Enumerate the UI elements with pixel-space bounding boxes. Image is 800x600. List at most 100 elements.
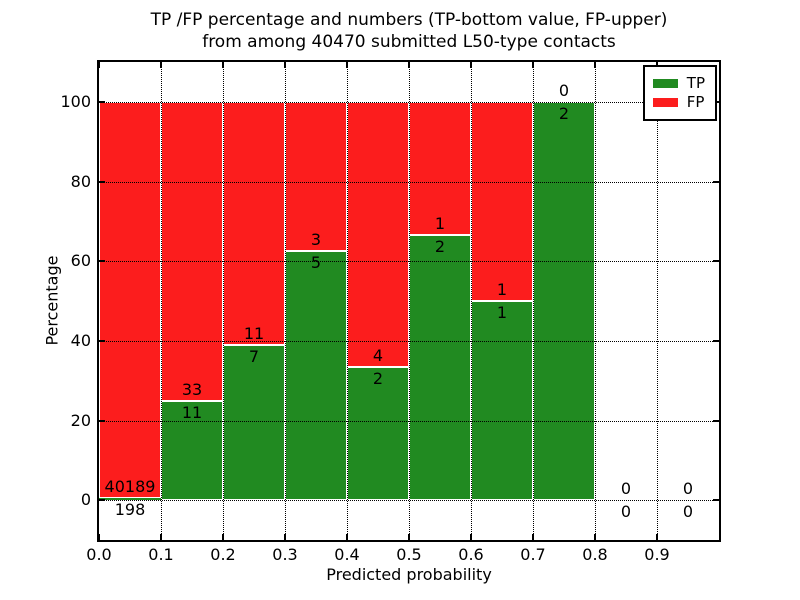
legend-entry: FP: [652, 93, 705, 111]
x-tick-mark: [98, 62, 100, 68]
x-tick-mark: [532, 534, 534, 540]
fp-count-label: 1: [496, 280, 508, 299]
x-tick-mark: [346, 62, 348, 68]
x-tick-label: 0.5: [396, 545, 422, 564]
tp-count-label: 1: [496, 303, 508, 322]
x-tick-mark: [594, 62, 596, 68]
bar-segment-fp: [471, 101, 533, 301]
x-tick-mark: [160, 62, 162, 68]
bar-segment-tp: [409, 234, 471, 501]
x-gridline: [285, 62, 286, 540]
y-axis-label: Percentage: [42, 255, 62, 346]
x-tick-mark: [656, 534, 658, 540]
fp-count-label: 3: [310, 230, 322, 250]
legend-label: TP: [686, 74, 705, 92]
bar-segment-tp: [99, 498, 161, 501]
x-tick-label: 0.6: [458, 545, 484, 564]
chart-title-line2: from among 40470 submitted L50-type cont…: [202, 32, 616, 52]
y-tick-mark: [713, 499, 719, 502]
bar-segment-tp: [533, 101, 595, 501]
tp-count-label: 2: [372, 369, 384, 389]
x-tick-mark: [594, 534, 596, 540]
y-tick-label: 0: [80, 490, 91, 510]
tp-count-label: 2: [434, 236, 446, 256]
x-tick-label: 0.4: [334, 545, 360, 564]
x-tick-mark: [98, 534, 100, 540]
x-tick-mark: [222, 62, 224, 68]
x-gridline: [161, 62, 162, 540]
bar-segment-fp: [347, 101, 409, 368]
fp-count-label: 40189: [104, 477, 156, 497]
x-gridline: [533, 62, 534, 540]
x-tick-mark: [346, 534, 348, 540]
fp-legend-swatch: [652, 98, 678, 107]
tp-count-label: 0: [620, 502, 632, 522]
x-tick-label: 0.0: [86, 545, 112, 564]
x-axis-label: Predicted probability: [326, 565, 492, 584]
y-tick-label: 20: [70, 410, 91, 430]
x-gridline: [409, 62, 410, 540]
y-tick-mark: [99, 100, 105, 103]
x-tick-mark: [470, 534, 472, 540]
x-gridline: [223, 62, 224, 540]
y-tick-label: 100: [60, 91, 91, 111]
y-tick-mark: [99, 260, 105, 263]
y-tick-mark: [713, 339, 719, 342]
fp-count-label: 11: [243, 324, 265, 344]
y-tick-label: 80: [70, 171, 91, 191]
x-tick-label: 0.9: [644, 545, 670, 564]
y-tick-mark: [713, 180, 719, 183]
x-gridline: [347, 62, 348, 540]
bar-segment-tp: [285, 251, 347, 501]
y-tick-mark: [713, 419, 719, 422]
y-tick-mark: [99, 339, 105, 342]
tp-count-label: 198: [114, 500, 146, 520]
y-tick-mark: [99, 180, 105, 183]
bar-segment-tp: [347, 367, 409, 501]
tp-count-label: 2: [558, 103, 570, 123]
bar-segment-tp: [223, 345, 285, 501]
y-tick-label: 60: [70, 251, 91, 271]
tp-count-label: 11: [181, 402, 203, 422]
x-tick-label: 0.7: [520, 545, 546, 564]
tp-count-label: 0: [682, 502, 694, 522]
fp-count-label: 4: [372, 346, 384, 366]
legend-label: FP: [686, 93, 705, 111]
tp-legend-swatch: [652, 79, 678, 88]
x-tick-mark: [470, 62, 472, 68]
fp-count-label: 1: [434, 213, 446, 233]
bar-segment-tp: [471, 301, 533, 501]
x-gridline: [471, 62, 472, 540]
x-tick-mark: [222, 534, 224, 540]
y-tick-mark: [713, 260, 719, 263]
y-tick-mark: [99, 499, 105, 502]
x-gridline: [657, 62, 658, 540]
x-tick-label: 0.1: [148, 545, 174, 564]
x-tick-label: 0.8: [582, 545, 608, 564]
bar-segment-fp: [223, 101, 285, 346]
x-tick-mark: [284, 534, 286, 540]
legend-entry: TP: [652, 74, 705, 92]
x-tick-mark: [408, 62, 410, 68]
fp-count-label: 0: [682, 479, 694, 499]
y-tick-label: 40: [70, 330, 91, 350]
legend: TP FP: [642, 65, 717, 121]
plot-area: TP FP 40189 198 33 11 11 7 3 5 4 2 1 2 1 1 0 2 0 0 0 0: [97, 60, 721, 542]
x-tick-label: 0.3: [272, 545, 298, 564]
bar-segment-fp: [285, 101, 347, 252]
fp-count-label: 0: [558, 80, 570, 100]
bar-segment-fp: [409, 101, 471, 235]
chart-title-line1: TP /FP percentage and numbers (TP-bottom…: [150, 10, 668, 30]
x-tick-mark: [284, 62, 286, 68]
x-tick-mark: [532, 62, 534, 68]
x-tick-label: 0.2: [210, 545, 236, 564]
x-gridline: [595, 62, 596, 540]
x-tick-mark: [408, 534, 410, 540]
tp-count-label: 7: [248, 347, 260, 367]
fp-count-label: 33: [181, 379, 203, 399]
x-tick-mark: [160, 534, 162, 540]
fp-count-label: 0: [620, 479, 632, 499]
y-tick-mark: [99, 419, 105, 422]
tp-count-label: 5: [310, 253, 322, 273]
